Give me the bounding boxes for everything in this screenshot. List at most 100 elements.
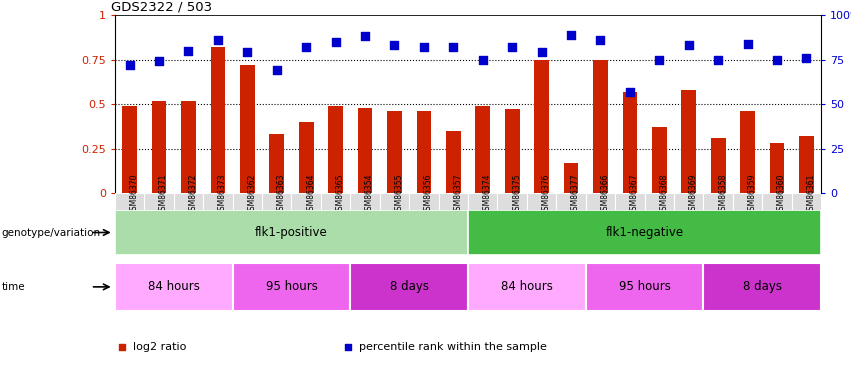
Point bbox=[388, 42, 402, 48]
Text: GSM86370: GSM86370 bbox=[129, 174, 139, 215]
Text: GSM86355: GSM86355 bbox=[395, 174, 403, 215]
Bar bbox=[181, 100, 196, 193]
Point bbox=[152, 58, 166, 64]
Text: GSM86366: GSM86366 bbox=[601, 174, 609, 215]
Bar bbox=[145, 193, 174, 210]
Bar bbox=[799, 136, 814, 193]
Point bbox=[447, 44, 460, 50]
Point bbox=[800, 55, 814, 61]
Bar bbox=[711, 138, 726, 193]
Bar bbox=[476, 106, 490, 193]
Text: 95 hours: 95 hours bbox=[266, 280, 317, 293]
Point bbox=[564, 32, 578, 38]
Text: 8 days: 8 days bbox=[390, 280, 429, 293]
Point bbox=[241, 50, 254, 55]
Bar bbox=[534, 60, 549, 193]
Bar bbox=[328, 106, 343, 193]
Point bbox=[505, 44, 519, 50]
Text: GSM86373: GSM86373 bbox=[218, 174, 227, 215]
Text: GSM86362: GSM86362 bbox=[248, 174, 256, 215]
Text: GSM86361: GSM86361 bbox=[807, 174, 815, 215]
Bar bbox=[593, 60, 608, 193]
Point bbox=[623, 88, 637, 94]
Text: GSM86374: GSM86374 bbox=[483, 174, 492, 215]
Bar bbox=[357, 108, 373, 193]
Text: GSM86376: GSM86376 bbox=[541, 174, 551, 215]
Point bbox=[682, 42, 695, 48]
Bar bbox=[563, 163, 579, 193]
Bar bbox=[115, 262, 232, 311]
Text: 95 hours: 95 hours bbox=[619, 280, 671, 293]
Bar bbox=[351, 193, 380, 210]
Bar bbox=[505, 110, 520, 193]
Bar bbox=[262, 193, 291, 210]
Point bbox=[653, 57, 666, 63]
Bar bbox=[557, 193, 585, 210]
Bar bbox=[791, 193, 821, 210]
Bar bbox=[740, 111, 755, 193]
Text: log2 ratio: log2 ratio bbox=[133, 342, 186, 352]
Point bbox=[123, 62, 136, 68]
Text: GSM86375: GSM86375 bbox=[512, 174, 521, 215]
Text: GSM86372: GSM86372 bbox=[188, 174, 197, 215]
Text: GSM86358: GSM86358 bbox=[718, 174, 728, 215]
Bar bbox=[527, 193, 557, 210]
Text: GSM86356: GSM86356 bbox=[424, 174, 433, 215]
Text: GSM86359: GSM86359 bbox=[748, 174, 757, 215]
Point bbox=[741, 40, 755, 46]
Text: GSM86364: GSM86364 bbox=[306, 174, 315, 215]
Bar bbox=[387, 111, 402, 193]
Text: GSM86365: GSM86365 bbox=[335, 174, 345, 215]
Text: 8 days: 8 days bbox=[743, 280, 782, 293]
Bar bbox=[446, 131, 460, 193]
Bar bbox=[585, 262, 704, 311]
Bar bbox=[291, 193, 321, 210]
Point bbox=[534, 50, 548, 55]
Bar bbox=[232, 193, 262, 210]
Point bbox=[181, 48, 195, 54]
Text: GSM86377: GSM86377 bbox=[571, 174, 580, 215]
Bar bbox=[438, 193, 468, 210]
Bar bbox=[704, 193, 733, 210]
Point bbox=[594, 37, 608, 43]
Text: flk1-negative: flk1-negative bbox=[606, 226, 683, 239]
Bar bbox=[232, 262, 351, 311]
Bar bbox=[380, 193, 409, 210]
Text: flk1-positive: flk1-positive bbox=[255, 226, 328, 239]
Point bbox=[115, 344, 129, 350]
Text: GSM86360: GSM86360 bbox=[777, 174, 786, 215]
Bar bbox=[351, 262, 468, 311]
Text: percentile rank within the sample: percentile rank within the sample bbox=[358, 342, 546, 352]
Text: time: time bbox=[2, 282, 26, 292]
Bar bbox=[674, 193, 704, 210]
Text: GSM86363: GSM86363 bbox=[277, 174, 286, 215]
Point bbox=[711, 57, 725, 63]
Point bbox=[341, 344, 355, 350]
Point bbox=[358, 33, 372, 39]
Text: GDS2322 / 503: GDS2322 / 503 bbox=[111, 1, 213, 14]
Text: 84 hours: 84 hours bbox=[501, 280, 553, 293]
Bar bbox=[151, 100, 167, 193]
Bar bbox=[704, 262, 821, 311]
Point bbox=[211, 37, 225, 43]
Text: GSM86367: GSM86367 bbox=[630, 174, 639, 215]
Bar bbox=[733, 193, 762, 210]
Point bbox=[328, 39, 342, 45]
Text: GSM86357: GSM86357 bbox=[454, 174, 462, 215]
Text: GSM86368: GSM86368 bbox=[660, 174, 668, 215]
Point bbox=[417, 44, 431, 50]
Bar bbox=[682, 90, 696, 193]
Text: GSM86371: GSM86371 bbox=[159, 174, 168, 215]
Bar bbox=[645, 193, 674, 210]
Text: 84 hours: 84 hours bbox=[148, 280, 200, 293]
Bar bbox=[769, 143, 785, 193]
Text: GSM86369: GSM86369 bbox=[688, 174, 698, 215]
Point bbox=[300, 44, 313, 50]
Point bbox=[770, 57, 784, 63]
Text: genotype/variation: genotype/variation bbox=[2, 228, 100, 237]
Bar bbox=[123, 106, 137, 193]
Point bbox=[476, 57, 489, 63]
Bar bbox=[468, 193, 498, 210]
Bar bbox=[623, 92, 637, 193]
Bar bbox=[409, 193, 438, 210]
